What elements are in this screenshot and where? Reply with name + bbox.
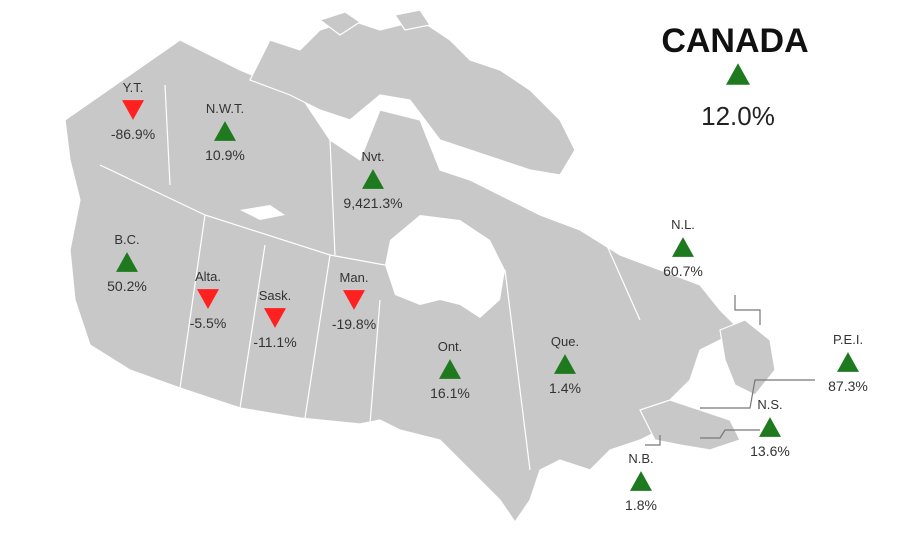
region-label-nb: N.B. 1.8% [625,451,657,513]
down-arrow-icon [264,308,286,328]
region-labels: Y.T. -86.9% N.W.T. 10.9% Nvt. 9,421.3% B.C. 50.… [107,80,868,513]
pei-leader-line [700,379,815,409]
region-label-nwt: N.W.T. 10.9% [205,101,245,163]
nl-leader-line [734,295,761,325]
region-abbr: Alta. [195,269,221,284]
region-abbr: N.L. [671,217,695,232]
region-label-qc: Que. 1.4% [549,334,581,396]
up-arrow-icon [116,252,138,272]
up-arrow-icon [630,471,652,491]
region-value: 87.3% [828,378,868,394]
region-abbr: Man. [340,270,369,285]
border-line [239,244,266,409]
national-value: 12.0% [701,101,775,131]
border-line [504,269,531,471]
region-abbr: N.B. [628,451,653,466]
up-arrow-icon [837,352,859,372]
region-label-pei: P.E.I. 87.3% [828,332,868,394]
region-value: -19.8% [332,316,376,332]
down-arrow-icon [343,290,365,310]
region-label-mb: Man. -19.8% [332,270,376,332]
newfoundland-island [719,319,776,396]
region-value: -11.1% [253,334,296,350]
border-line [329,139,336,256]
region-value: 1.4% [549,380,581,396]
region-value: -5.5% [190,315,227,331]
region-value: 10.9% [205,147,245,163]
region-value: 50.2% [107,278,147,294]
region-abbr: B.C. [114,232,139,247]
ns-leader-line [700,429,760,439]
region-value: 1.8% [625,497,657,513]
region-label-bc: B.C. 50.2% [107,232,147,294]
region-label-ab: Alta. -5.5% [190,269,227,331]
up-arrow-icon [759,417,781,437]
region-value: 13.6% [750,443,790,459]
border-line [369,299,381,425]
region-abbr: Ont. [438,339,463,354]
border-line [599,229,641,321]
region-abbr: N.W.T. [206,101,244,116]
up-arrow-icon [672,237,694,257]
map-landmass [64,9,776,524]
region-borders [99,84,641,471]
map-title: CANADA [661,22,808,60]
island-shape [318,11,362,36]
region-abbr: Y.T. [123,80,144,95]
region-label-sk: Sask. -11.1% [253,288,296,350]
region-value: -86.9% [111,126,155,142]
region-label-on: Ont. 16.1% [430,339,470,401]
border-line [99,164,386,266]
region-abbr: P.E.I. [833,332,863,347]
up-arrow-icon [362,169,384,189]
region-abbr: Nvt. [361,149,384,164]
lake [240,205,285,220]
region-value: 16.1% [430,385,470,401]
region-abbr: Que. [551,334,579,349]
up-arrow-icon [439,359,461,379]
border-line [304,254,331,419]
region-abbr: Sask. [259,288,292,303]
island-shape [394,9,431,31]
region-abbr: N.S. [757,397,782,412]
region-value: 60.7% [663,263,703,279]
nb-leader-line [645,435,661,446]
national-arrow [726,63,750,85]
down-arrow-icon [122,100,144,120]
leader-lines [645,295,815,446]
hudson-bay [385,215,505,318]
border-line [164,84,171,186]
region-label-nvt: Nvt. 9,421.3% [343,149,402,211]
up-arrow-icon [554,354,576,374]
up-arrow-icon [214,121,236,141]
region-label-ns: N.S. 13.6% [750,397,790,459]
region-label-nl: N.L. 60.7% [663,217,703,279]
border-line [179,214,206,389]
region-value: 9,421.3% [343,195,402,211]
region-label-yt: Y.T. -86.9% [111,80,155,142]
down-arrow-icon [197,289,219,309]
